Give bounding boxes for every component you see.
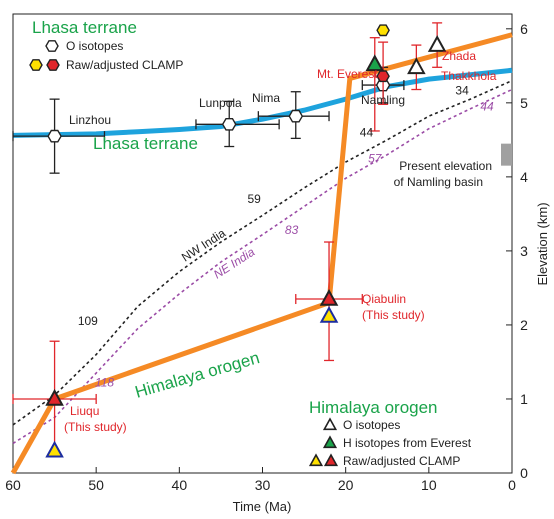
o-isotope-triangle: [407, 57, 426, 75]
point-label: Liuqu: [70, 404, 99, 418]
point-label: Thakkhola: [441, 69, 497, 83]
point-label: Linzhou: [69, 113, 111, 127]
legend-red-hexagon-icon: [46, 59, 60, 71]
lhasa-curve-label: Lhasa terrane: [93, 134, 198, 153]
himalaya-curve-label: Himalaya orogen: [133, 348, 262, 402]
h-isotope-triangle: [365, 54, 385, 72]
y-axis-title: Elevation (km): [535, 202, 550, 285]
point-label: Namling: [361, 93, 405, 107]
clamp-yellow-hexagon: [376, 24, 390, 37]
clamp-red-hexagon: [376, 70, 390, 83]
x-tick-label: 40: [172, 477, 188, 493]
legend-himalaya-o: O isotopes: [343, 418, 400, 432]
legend-lhasa-title: Lhasa terrane: [32, 18, 137, 37]
x-tick-label: 0: [508, 477, 516, 493]
legend-lhasa-clamp: Raw/adjusted CLAMP: [66, 58, 183, 72]
present-elevation-marker: [501, 143, 512, 166]
point-sublabel: (This study): [362, 308, 425, 322]
x-tick-label: 30: [255, 477, 271, 493]
legend-himalaya-h: H isotopes from Everest: [343, 436, 472, 450]
y-tick-label: 5: [520, 95, 528, 111]
clamp-yellow-triangle: [319, 305, 339, 323]
legend-himalaya-clamp: Raw/adjusted CLAMP: [343, 454, 460, 468]
x-tick-label: 10: [421, 477, 437, 493]
series-ne-india: [12, 88, 513, 445]
series-nw-india: [12, 79, 513, 426]
y-tick-label: 0: [520, 465, 528, 481]
o-isotope-hexagon: [288, 109, 304, 123]
x-tick-label: 60: [5, 477, 21, 493]
curve-age-label: 83: [285, 223, 299, 237]
o-isotope-triangle: [427, 35, 447, 52]
x-tick-label: 50: [88, 477, 104, 493]
ne-india-label: NE India: [211, 245, 257, 282]
curve-age-label: 109: [78, 314, 98, 328]
y-tick-label: 6: [520, 21, 528, 37]
curve-age-label: 34: [455, 83, 469, 97]
legend-yellow-triangle-icon: [308, 453, 324, 467]
curve-age-label: 44: [480, 100, 494, 114]
clamp-yellow-triangle: [45, 440, 64, 458]
x-axis-title: Time (Ma): [233, 499, 292, 514]
curve-age-label: 44: [360, 125, 374, 139]
present-elevation-label: of Namling basin: [394, 175, 483, 189]
point-label: Lunpola: [199, 96, 242, 110]
y-tick-label: 1: [520, 391, 528, 407]
o-isotope-hexagon: [221, 117, 237, 131]
legend-red-triangle-icon: [323, 453, 339, 467]
o-isotope-hexagon: [47, 129, 62, 143]
clamp-red-triangle: [319, 288, 339, 306]
legend-himalaya-title: Himalaya orogen: [309, 398, 438, 417]
point-sublabel: (This study): [64, 420, 127, 434]
point-label: Qiabulin: [362, 292, 406, 306]
point-label: Zhada: [442, 49, 476, 63]
curve-age-label: 59: [248, 192, 262, 206]
legend-yellow-hexagon-icon: [29, 59, 43, 71]
legend-h-triangle-icon: [322, 435, 338, 449]
legend-o-hexagon-icon: [45, 40, 59, 52]
curve-age-label: 57: [368, 151, 383, 165]
curve-age-label: 118: [95, 376, 114, 390]
legend-lhasa-o: O isotopes: [66, 39, 123, 53]
y-tick-label: 4: [520, 169, 528, 185]
x-tick-label: 20: [338, 477, 354, 493]
series-lhasa-terrane: [12, 67, 513, 138]
y-tick-label: 3: [520, 243, 528, 259]
clamp-red-triangle: [45, 388, 64, 406]
point-label: Mt. Everest: [317, 67, 378, 81]
present-elevation-label: Present elevation: [399, 159, 492, 173]
y-tick-label: 2: [520, 317, 528, 333]
point-label: Nima: [252, 91, 280, 105]
legend-o-triangle-icon: [322, 417, 338, 431]
nw-india-label: NW India: [179, 226, 228, 265]
